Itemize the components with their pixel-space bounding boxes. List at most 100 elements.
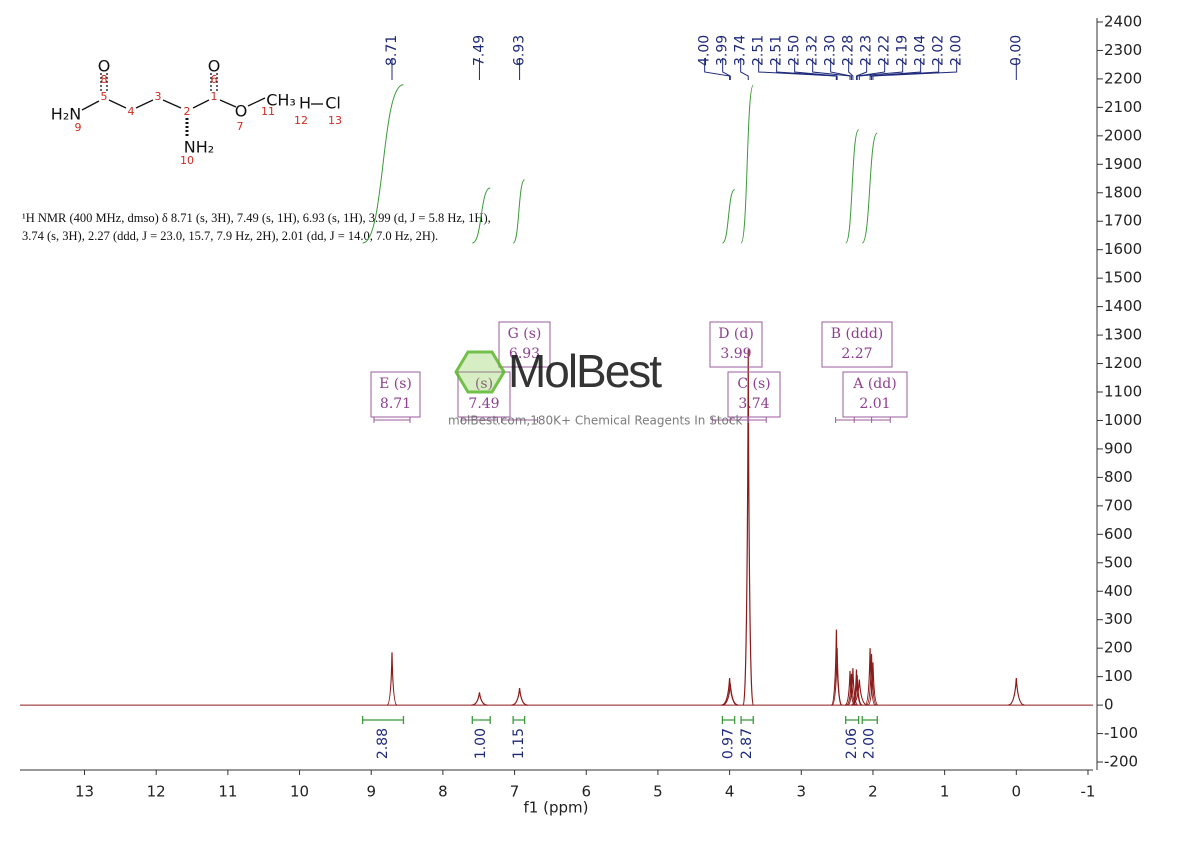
peak-pick-label: 2.51 [769,35,785,66]
peak [865,653,878,706]
atom-locant: 12 [294,114,308,127]
peak [831,648,843,706]
x-tick-label: 9 [366,783,376,801]
watermark-brand: MolBest [508,345,662,397]
atom-label: O [98,57,111,76]
atom-locant: 6 [211,73,218,86]
multiplet-range [501,417,539,423]
peak [511,687,528,706]
integral-curve [845,129,860,244]
peak-pick-label: 3.74 [733,35,749,66]
x-tick-label: 4 [725,783,735,801]
multiplet-label: C (s) [737,376,770,392]
x-tick-label: 5 [653,783,663,801]
integral-bracket [721,716,736,724]
peak [851,679,868,706]
y-tick-label: 900 [1104,439,1133,457]
y-tick-label: 300 [1104,610,1133,628]
integral-bracket [740,716,754,724]
integral-curve [472,187,491,244]
peak-pick-label: 3.99 [715,35,731,66]
watermark-logo [454,350,506,394]
atom-locant: 3 [155,90,162,103]
multiplet-shift: 2.27 [841,346,872,362]
multiplet-shift: 6.93 [509,346,540,362]
y-tick-label: 800 [1104,468,1133,486]
y-tick-label: 1900 [1104,155,1142,173]
y-tick-label: 100 [1104,667,1133,685]
integral-label: 1.15 [511,728,527,759]
multiplet-label: B (ddd) [831,326,884,342]
watermark-tagline: molBest.com,180K+ Chemical Reagents In S… [448,414,742,428]
integral-bracket [471,716,491,724]
multiplet-label: E (s) [379,376,412,392]
peak-pick-line [855,58,868,80]
peak-pick-line [812,58,851,80]
atom-locant: 9 [75,121,82,134]
x-tick-label: 1 [940,783,950,801]
y-tick-label: 600 [1104,525,1133,543]
integral-label: 0.97 [721,728,737,759]
peak [1008,678,1025,706]
x-tick-label: 10 [290,783,309,801]
x-tick-label: 6 [581,783,591,801]
atom-label: H [299,94,311,113]
peak [851,669,862,706]
peak-pick-line [872,58,958,80]
integral-curve [740,84,754,244]
peak-pick-label: 7.49 [471,35,487,66]
peak-pick-line [869,58,922,80]
multiplet-label: A (dd) [852,376,896,392]
peak-pick-line [740,58,749,80]
y-tick-label: 400 [1104,582,1133,600]
peak-pick-line [776,58,837,80]
atom-label: NH₂ [184,138,214,157]
x-tick-label: 2 [868,783,878,801]
atom-locant: 10 [180,154,194,167]
multiplet-range [853,417,891,423]
y-tick-label: 500 [1104,553,1133,571]
multiplet-label: G (s) [508,326,542,342]
x-tick-label: -1 [1080,783,1095,801]
peak-pick-line [722,58,731,80]
y-tick-label: 2000 [1104,126,1142,144]
peak-pick-label: 2.28 [841,35,857,66]
multiplet-shift: 3.99 [720,346,751,362]
peak-pick-label: 2.02 [931,35,947,66]
peak-pick-label: 2.50 [787,35,803,66]
peak-pick-label: 2.19 [895,35,911,66]
multiplet-label: (s) [475,376,493,392]
peak [386,652,398,706]
multiplet-box [709,321,763,368]
x-tick-label: 13 [75,783,94,801]
atom-locant: 11 [261,105,275,118]
integral-curve [512,179,526,244]
peak-pick-line [830,58,852,80]
integral-curve [362,84,404,244]
y-tick-label: 200 [1104,639,1133,657]
atom-locant: 2 [184,105,191,118]
peak-pick-label: 2.30 [823,35,839,66]
peak-pick-line [858,58,904,80]
atom-label: Cl [325,94,341,113]
atom-label: CH₃ [266,91,296,110]
multiplet-shift: 7.49 [468,396,499,412]
y-tick-label: 1700 [1104,212,1142,230]
peak-pick-label: 8.71 [384,35,400,66]
multiplet-box [821,321,893,368]
integral-bracket [512,716,526,724]
multiplet-shift: 3.74 [738,396,769,412]
nmr-description: 3.74 (s, 3H), 2.27 (ddd, J = 23.0, 15.7,… [22,229,438,243]
multiplet-shift: 2.01 [859,396,890,412]
atom-label: O [208,57,221,76]
integral-label: 2.00 [862,728,878,759]
x-tick-label: 8 [438,783,448,801]
y-tick-label: 1800 [1104,183,1142,201]
peak-pick-label: 4.00 [697,35,713,66]
atom-locant: 8 [101,73,108,86]
y-tick-label: 1400 [1104,297,1142,315]
y-tick-label: 0 [1104,696,1114,714]
y-tick-label: 1600 [1104,240,1142,258]
y-tick-label: 1500 [1104,269,1142,287]
